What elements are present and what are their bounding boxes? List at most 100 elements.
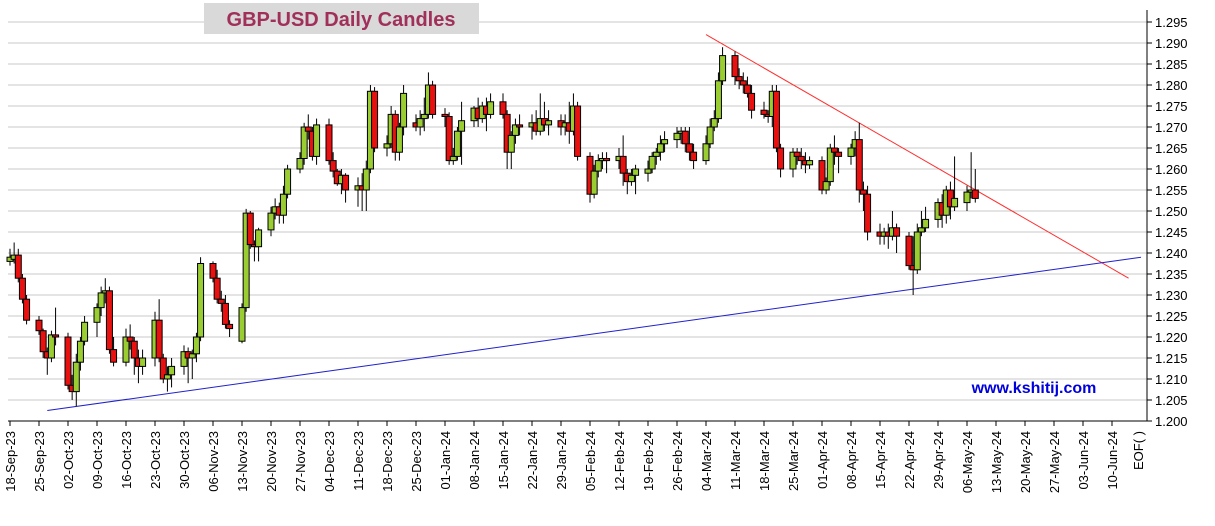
- candle-up: [139, 349, 147, 375]
- x-tick-label: 04-Dec-23: [322, 431, 337, 492]
- candle-body: [420, 113, 428, 120]
- y-tick-label: 1.205: [1155, 393, 1188, 408]
- candle-body: [163, 374, 171, 380]
- candle-body: [951, 197, 959, 208]
- x-tick-label: 18-Mar-24: [757, 431, 772, 491]
- candle-body: [371, 90, 379, 149]
- candle-up: [267, 206, 275, 237]
- candle-body: [706, 126, 714, 145]
- candle-body: [180, 351, 188, 367]
- candle-down: [793, 148, 801, 165]
- candle-body: [627, 174, 635, 183]
- candle-up: [163, 366, 171, 392]
- x-tick-label: 15-Apr-24: [873, 431, 888, 489]
- watermark-url: www.kshitij.com: [971, 380, 1097, 397]
- y-tick-label: 1.250: [1155, 204, 1188, 219]
- candle-body: [690, 151, 698, 162]
- candle-down: [743, 76, 751, 98]
- candle-down: [760, 101, 768, 119]
- candle-down: [735, 68, 743, 90]
- candle-body: [685, 143, 693, 153]
- x-tick-label: 20-Nov-23: [264, 431, 279, 492]
- candle-body: [905, 235, 913, 267]
- candle-body: [416, 118, 424, 128]
- y-tick-label: 1.245: [1155, 225, 1188, 240]
- candle-body: [963, 191, 971, 204]
- candle-body: [267, 212, 275, 231]
- candle-up: [656, 135, 664, 161]
- candle-body: [822, 181, 830, 191]
- candle-down: [574, 101, 582, 161]
- candle-body: [221, 302, 229, 325]
- candle-body: [714, 80, 722, 120]
- x-tick-label: 25-Dec-23: [409, 431, 424, 492]
- candle-body: [97, 292, 105, 309]
- candle-body: [197, 263, 205, 338]
- y-tick-label: 1.230: [1155, 288, 1188, 303]
- candle-down: [855, 122, 863, 203]
- candle-down: [325, 118, 333, 165]
- candle-body: [105, 290, 113, 351]
- candle-body: [656, 143, 664, 153]
- x-tick-label: 30-Oct-23: [177, 431, 192, 489]
- grid-layer: [8, 21, 1147, 422]
- candle-down: [217, 290, 225, 312]
- candle-down: [739, 72, 747, 94]
- candle-down: [246, 211, 254, 249]
- candle-up: [661, 131, 669, 153]
- candle-body: [632, 168, 640, 176]
- y-tick-label: 1.270: [1155, 120, 1188, 135]
- y-tick-label: 1.200: [1155, 414, 1188, 429]
- candle-up: [180, 345, 188, 375]
- y-tick-label: 1.290: [1155, 36, 1188, 51]
- candle-down: [371, 87, 379, 153]
- candle-down: [971, 169, 979, 203]
- x-tick-label: 11-Mar-24: [728, 431, 743, 490]
- candle-down: [342, 173, 350, 203]
- candle-body: [429, 84, 437, 115]
- candle-body: [681, 130, 689, 145]
- x-tick-label: 10-Jun-24: [1105, 431, 1120, 490]
- candle-up: [416, 110, 424, 136]
- candle-body: [284, 168, 292, 195]
- candle-down: [64, 332, 72, 390]
- candle-up: [188, 349, 196, 379]
- support-trendline: [47, 256, 1142, 411]
- candle-body: [594, 160, 602, 172]
- candle-up: [192, 332, 200, 363]
- candle-body: [739, 80, 747, 86]
- candle-up: [449, 148, 457, 165]
- candle-up: [122, 328, 130, 367]
- x-tick-label: 29-Apr-24: [931, 431, 946, 489]
- candle-down: [130, 337, 138, 375]
- candle-body: [192, 336, 200, 355]
- candle-body: [652, 151, 660, 157]
- x-tick-label: 20-May-24: [1018, 431, 1033, 493]
- y-tick-label: 1.275: [1155, 99, 1188, 114]
- candle-up: [255, 227, 263, 262]
- candle-body: [441, 113, 449, 118]
- candle-body: [122, 336, 130, 363]
- candle-up: [714, 72, 722, 123]
- candle-up: [72, 353, 80, 407]
- y-tick-label: 1.280: [1155, 78, 1188, 93]
- candle-body: [362, 168, 370, 191]
- candle-up: [313, 118, 321, 165]
- candle-down: [772, 85, 780, 153]
- candle-body: [847, 147, 855, 157]
- candle-body: [35, 319, 43, 332]
- candle-up: [279, 185, 287, 224]
- candle-down: [221, 295, 229, 329]
- candle-body: [329, 160, 337, 172]
- candle-body: [313, 124, 321, 157]
- candle-body: [835, 151, 843, 157]
- candle-down: [619, 135, 627, 186]
- axis-layer: [8, 10, 1152, 426]
- candle-up: [590, 164, 598, 199]
- x-tick-label: 13-Nov-23: [235, 431, 250, 492]
- x-tick-label: 23-Oct-23: [148, 431, 163, 489]
- candle-up: [826, 143, 834, 186]
- candle-up: [47, 330, 55, 363]
- candle-down: [159, 353, 167, 384]
